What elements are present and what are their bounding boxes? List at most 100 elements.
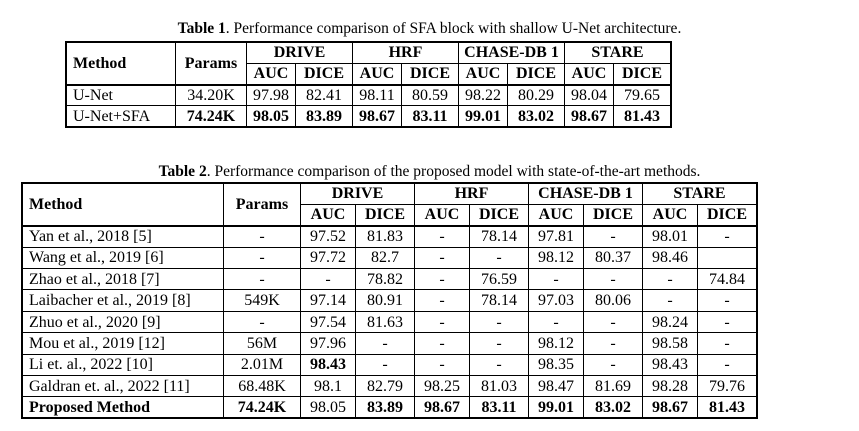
table1-header-dataset: DRIVE xyxy=(246,41,353,64)
table1-cell: 80.59 xyxy=(401,83,459,107)
table2-cell: 98.05 xyxy=(300,396,356,419)
table2-cell-method: Li et. al., 2022 [10] xyxy=(21,353,224,377)
table2-cell: 98.67 xyxy=(414,396,470,419)
table2-cell: 98.01 xyxy=(642,224,698,248)
table-row: Laibacher et al., 2019 [8] 549K 97.14 80.91… xyxy=(21,289,758,312)
table2-cell: - xyxy=(414,268,470,291)
table2-cell: - xyxy=(414,224,470,248)
table2-cell: - xyxy=(697,332,758,355)
table1-cell: 83.89 xyxy=(295,105,353,128)
table2-cell: 97.52 xyxy=(300,224,356,248)
table2-cell-params: - xyxy=(223,246,301,270)
table-row: U-Net+SFA 74.24K 98.05 83.89 98.67 83.11… xyxy=(65,105,672,128)
table2-cell: 81.03 xyxy=(469,375,529,398)
table2-cell-params: - xyxy=(223,310,301,334)
table1-header-metric: AUC xyxy=(352,62,402,86)
table2-cell: 98.43 xyxy=(642,353,698,377)
table2-cell: - xyxy=(469,353,529,377)
table1-cell: 98.04 xyxy=(564,83,614,107)
table2-cell: - xyxy=(355,353,415,377)
table2-header-metric: AUC xyxy=(528,203,584,227)
table-row: Yan et al., 2018 [5] -97.52 81.83-78.14 97.… xyxy=(21,224,758,248)
table2-cell-method: Proposed Method xyxy=(21,396,224,419)
table1-cell: 98.05 xyxy=(246,105,296,128)
table2-cell: 83.11 xyxy=(469,396,529,419)
table2-header-method: Method xyxy=(21,182,224,227)
table1-cell-params: 74.24K xyxy=(175,105,247,128)
table2-cell-params: 549K xyxy=(223,289,301,312)
table2-header-params: Params xyxy=(223,182,301,227)
table2-cell: - xyxy=(583,268,643,291)
table2-cell: 79.76 xyxy=(697,375,758,398)
table2-cell: 83.89 xyxy=(355,396,415,419)
table2-label: Table 2 xyxy=(158,163,207,180)
table1-cell: 79.65 xyxy=(613,83,672,107)
table1-header-metric: DICE xyxy=(401,62,459,86)
table-row: Galdran et. al., 2022 [11] 68.48K 98.1 82.7… xyxy=(21,375,758,398)
table2-caption-text: . Performance comparison of the proposed… xyxy=(206,163,701,180)
table2-header-metric: DICE xyxy=(469,203,529,227)
table2-cell: - xyxy=(528,310,584,334)
table-row: Zhao et al., 2018 [7] - -78.82-76.59- - -74.… xyxy=(21,268,758,291)
table2-cell-method: Zhuo et al., 2020 [9] xyxy=(21,310,224,334)
table1-header-metric: AUC xyxy=(564,62,614,86)
table1-cell: 98.67 xyxy=(564,105,614,128)
table2-cell: 81.69 xyxy=(583,375,643,398)
table2-cell: 98.28 xyxy=(642,375,698,398)
table1-cell: 82.41 xyxy=(295,83,353,107)
table2-cell: - xyxy=(583,310,643,334)
table1-header-metric: DICE xyxy=(507,62,565,86)
table2-cell xyxy=(697,246,758,270)
table1-cell-params: 34.20K xyxy=(175,83,247,107)
table-row: Wang et al., 2019 [6] -97.72 82.7- -98.12 80… xyxy=(21,246,758,270)
table2-cell: - xyxy=(414,289,470,312)
table-row: Proposed Method 74.24K 98.05 83.89 98.67 83.1… xyxy=(21,396,758,419)
table1-cell: 81.43 xyxy=(613,105,672,128)
table1-cell: 98.67 xyxy=(352,105,402,128)
table2-cell: 98.58 xyxy=(642,332,698,355)
table2-cell-params: 2.01M xyxy=(223,353,301,377)
table2-cell: 80.91 xyxy=(355,289,415,312)
table2-cell: 99.01 xyxy=(528,396,584,419)
table1-label: Table 1 xyxy=(177,20,226,37)
table2-cell: - xyxy=(414,310,470,334)
table1-cell: 80.29 xyxy=(507,83,565,107)
table-row: Li et. al., 2022 [10] 2.01M 98.43- - -98.35-… xyxy=(21,353,758,377)
table2-cell: 83.02 xyxy=(583,396,643,419)
table2-cell-method: Galdran et. al., 2022 [11] xyxy=(21,375,224,398)
table1-header-metric: AUC xyxy=(458,62,508,86)
table2-cell: - xyxy=(697,310,758,334)
table2-cell: - xyxy=(583,353,643,377)
table2-cell: 82.79 xyxy=(355,375,415,398)
table2-header-metric: DICE xyxy=(697,203,758,227)
table1-cell: 83.02 xyxy=(507,105,565,128)
table1-cell-method: U-Net xyxy=(65,83,176,107)
table1-cell: 99.01 xyxy=(458,105,508,128)
table2-cell: - xyxy=(414,246,470,270)
table2-cell-params: - xyxy=(223,268,301,291)
table2-cell: 78.14 xyxy=(469,289,529,312)
table2-cell: 98.12 xyxy=(528,332,584,355)
table1-cell: 98.11 xyxy=(352,83,402,107)
table2-cell: 81.83 xyxy=(355,224,415,248)
table2-cell: - xyxy=(414,332,470,355)
table1-cell: 98.22 xyxy=(458,83,508,107)
table-row: U-Net 34.20K 97.98 82.41 98.11 80.59 98.… xyxy=(65,83,672,107)
table2-cell: - xyxy=(697,224,758,248)
table2-cell: 98.25 xyxy=(414,375,470,398)
table2-cell: - xyxy=(300,268,356,291)
table1-cell-method: U-Net+SFA xyxy=(65,105,176,128)
table2-header-metric: DICE xyxy=(355,203,415,227)
table1-caption-text: . Performance comparison of SFA block wi… xyxy=(225,20,682,37)
table2-cell: 81.43 xyxy=(697,396,758,419)
table2-cell-method: Wang et al., 2019 [6] xyxy=(21,246,224,270)
table2-cell: 97.72 xyxy=(300,246,356,270)
table2-cell: - xyxy=(697,289,758,312)
table1-caption: Table 1. Performance comparison of SFA b… xyxy=(0,20,859,38)
table2-cell: 98.47 xyxy=(528,375,584,398)
table2-cell: - xyxy=(414,353,470,377)
table2-cell: 74.84 xyxy=(697,268,758,291)
table2-cell: 98.1 xyxy=(300,375,356,398)
table2-cell-params: - xyxy=(223,224,301,248)
table2-cell: 80.37 xyxy=(583,246,643,270)
